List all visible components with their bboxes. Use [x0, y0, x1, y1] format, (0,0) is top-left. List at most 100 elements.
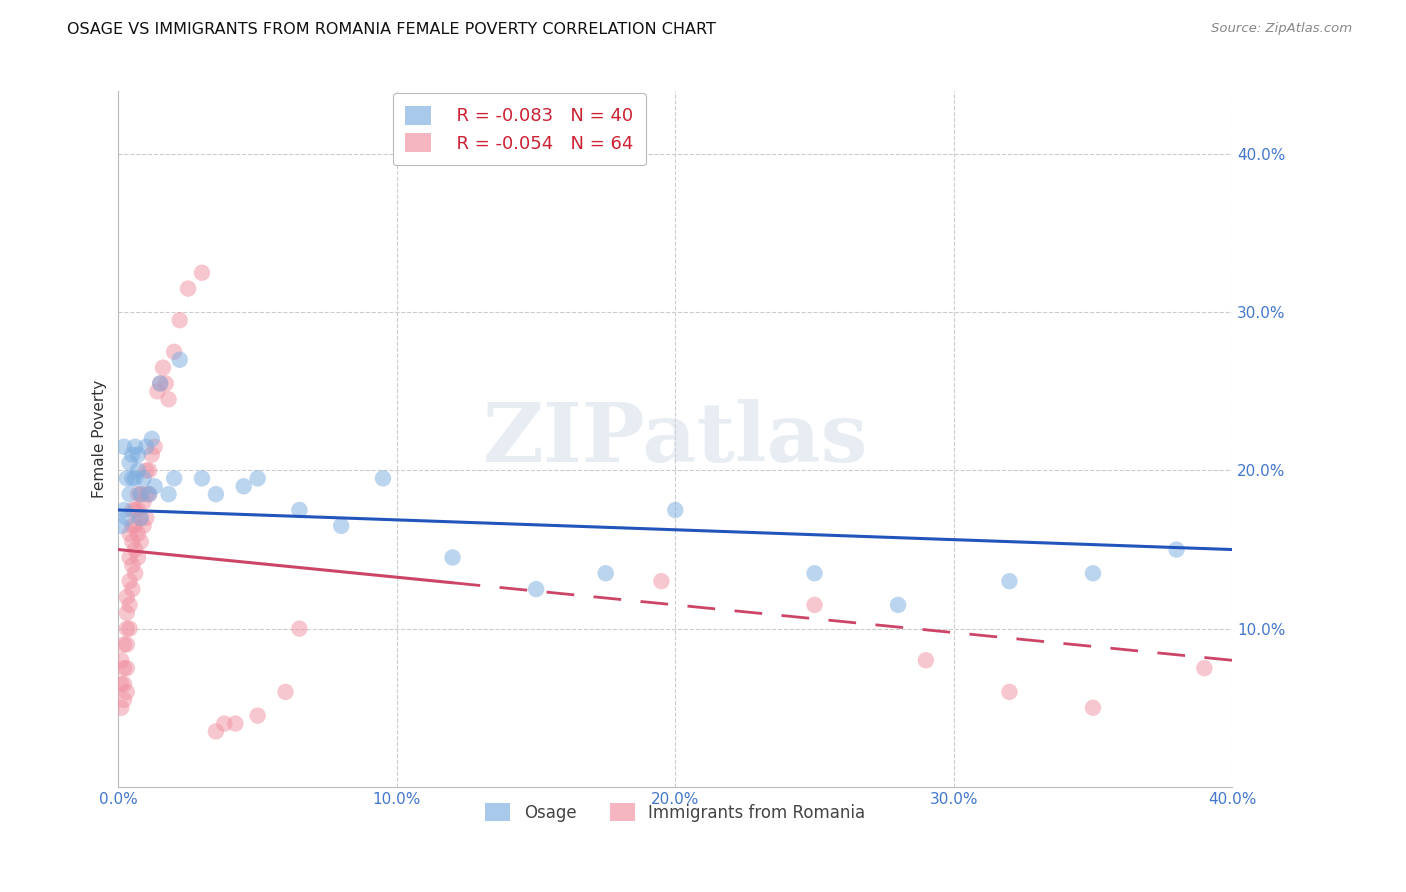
Point [246, 708, 269, 723]
Point [115, 637, 138, 651]
Point [157, 487, 180, 501]
Point [155, 376, 177, 391]
Point [163, 344, 186, 359]
Point [121, 503, 143, 517]
Y-axis label: Female Poverty: Female Poverty [93, 380, 107, 498]
Point [152, 360, 174, 375]
Point [803, 598, 825, 612]
Text: ZIPatlas: ZIPatlas [482, 399, 868, 479]
Point [124, 518, 146, 533]
Point [127, 550, 149, 565]
Point [112, 503, 135, 517]
Point [135, 463, 157, 477]
Point [135, 440, 157, 454]
Point [135, 487, 157, 501]
Point [132, 471, 155, 485]
Point [110, 653, 132, 667]
Point [112, 677, 135, 691]
Point [121, 471, 143, 485]
Point [135, 511, 157, 525]
Point [112, 440, 135, 454]
Point [118, 526, 141, 541]
Point [664, 503, 686, 517]
Point [224, 716, 246, 731]
Point [191, 266, 214, 280]
Point [127, 463, 149, 477]
Point [129, 487, 152, 501]
Point [129, 511, 152, 525]
Point [124, 542, 146, 557]
Point [157, 392, 180, 407]
Point [141, 448, 163, 462]
Point [177, 281, 200, 295]
Point [132, 518, 155, 533]
Point [1194, 661, 1216, 675]
Point [118, 622, 141, 636]
Point [371, 471, 394, 485]
Point [112, 693, 135, 707]
Point [149, 376, 172, 391]
Point [149, 376, 172, 391]
Point [288, 503, 311, 517]
Point [127, 503, 149, 517]
Point [112, 637, 135, 651]
Point [138, 487, 160, 501]
Point [141, 432, 163, 446]
Point [143, 440, 166, 454]
Point [138, 463, 160, 477]
Point [595, 566, 617, 581]
Point [124, 440, 146, 454]
Point [127, 526, 149, 541]
Point [115, 661, 138, 675]
Point [138, 487, 160, 501]
Point [163, 471, 186, 485]
Point [129, 511, 152, 525]
Point [169, 352, 191, 367]
Point [441, 550, 464, 565]
Point [129, 534, 152, 549]
Legend: Osage, Immigrants from Romania: Osage, Immigrants from Romania [479, 797, 872, 829]
Point [169, 313, 191, 327]
Point [121, 448, 143, 462]
Point [110, 677, 132, 691]
Point [124, 471, 146, 485]
Point [998, 685, 1021, 699]
Point [115, 590, 138, 604]
Point [1081, 566, 1104, 581]
Point [246, 471, 269, 485]
Point [1081, 700, 1104, 714]
Point [115, 511, 138, 525]
Point [121, 534, 143, 549]
Point [915, 653, 938, 667]
Text: Source: ZipAtlas.com: Source: ZipAtlas.com [1212, 22, 1353, 36]
Point [146, 384, 169, 399]
Text: OSAGE VS IMMIGRANTS FROM ROMANIA FEMALE POVERTY CORRELATION CHART: OSAGE VS IMMIGRANTS FROM ROMANIA FEMALE … [67, 22, 717, 37]
Point [112, 661, 135, 675]
Point [212, 716, 235, 731]
Point [127, 487, 149, 501]
Point [288, 622, 311, 636]
Point [191, 471, 214, 485]
Point [115, 685, 138, 699]
Point [1166, 542, 1188, 557]
Point [110, 518, 132, 533]
Point [124, 566, 146, 581]
Point [115, 606, 138, 620]
Point [887, 598, 910, 612]
Point [330, 518, 353, 533]
Point [232, 479, 254, 493]
Point [121, 558, 143, 573]
Point [803, 566, 825, 581]
Point [124, 503, 146, 517]
Point [524, 582, 547, 596]
Point [118, 456, 141, 470]
Point [650, 574, 672, 589]
Point [115, 622, 138, 636]
Point [274, 685, 297, 699]
Point [143, 479, 166, 493]
Point [118, 550, 141, 565]
Point [118, 574, 141, 589]
Point [121, 582, 143, 596]
Point [118, 598, 141, 612]
Point [121, 518, 143, 533]
